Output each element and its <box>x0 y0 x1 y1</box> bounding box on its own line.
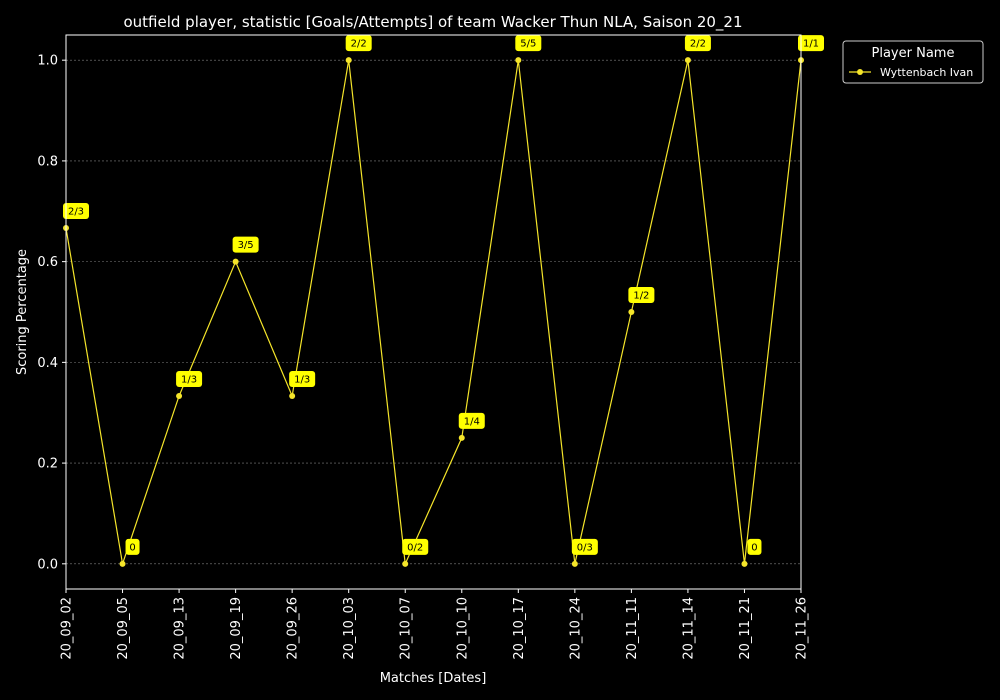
data-label-box <box>628 287 655 303</box>
x-tick-label: 20_09_13 <box>173 597 188 660</box>
x-tick-label: 20_09_19 <box>229 597 244 660</box>
data-point <box>741 560 748 567</box>
x-tick-label: 20_09_05 <box>116 597 131 660</box>
data-label: 0 <box>751 542 757 553</box>
data-label-box <box>125 538 140 555</box>
data-label-box <box>798 35 824 52</box>
data-label: 0/3 <box>577 542 593 553</box>
data-labels: 2/3 0 1/3 3/5 1/3 2/2 0/2 1/4 5/5 0/3 1/2 2/2 0 1/1 <box>63 35 824 555</box>
data-point <box>684 57 691 64</box>
y-tick-label: 0.4 <box>37 356 58 371</box>
data-label: 2/2 <box>690 39 706 50</box>
data-point <box>176 392 183 399</box>
x-tick-label: 20_10_07 <box>399 597 414 660</box>
x-tick-label: 20_11_11 <box>625 597 640 660</box>
y-tick-label: 0.8 <box>37 154 58 169</box>
legend-title: Player Name <box>872 46 955 61</box>
data-label: 1/3 <box>181 374 197 385</box>
data-label: 2/2 <box>351 39 367 50</box>
data-point <box>402 560 409 567</box>
data-label: 1/1 <box>803 39 819 50</box>
grid-lines <box>66 59 801 565</box>
data-label-box <box>458 412 485 429</box>
data-point <box>232 258 239 265</box>
data-point <box>289 392 296 399</box>
y-tick-label: 0.6 <box>37 255 58 270</box>
data-point <box>571 560 578 567</box>
x-tick-label: 20_09_26 <box>286 597 301 660</box>
data-label-box <box>63 203 89 220</box>
data-label-box <box>289 370 316 387</box>
data-point <box>345 57 352 64</box>
data-label-box <box>402 538 429 555</box>
legend-entry-label: Wyttenbach Ivan <box>880 66 973 79</box>
plot-area-frame <box>65 34 802 590</box>
data-label-box <box>232 236 259 253</box>
data-label: 1/4 <box>464 416 480 427</box>
x-axis-label: Matches [Dates] <box>380 671 487 686</box>
legend: Player Name Wyttenbach Ivan <box>842 40 984 84</box>
x-tick-label: 20_09_02 <box>60 597 75 660</box>
data-label: 0 <box>129 542 135 553</box>
data-label-box <box>176 370 203 387</box>
data-point <box>119 560 126 567</box>
x-tick-label: 20_11_14 <box>681 597 696 660</box>
data-label-box <box>747 538 762 555</box>
data-point <box>458 434 465 441</box>
data-label: 3/5 <box>238 240 254 251</box>
data-label: 2/3 <box>68 207 84 218</box>
x-tick-label: 20_10_03 <box>342 597 357 660</box>
x-axis: 20_09_02 20_09_05 20_09_13 20_09_19 20_09_26… <box>60 589 810 660</box>
y-tick-label: 1.0 <box>37 54 58 69</box>
series-line <box>65 60 802 567</box>
data-label-box <box>345 35 372 52</box>
y-tick-label: 0.0 <box>37 557 58 572</box>
y-tick-label: 0.2 <box>37 457 58 472</box>
chart-title: outfield player, statistic [Goals/Attemp… <box>123 13 742 32</box>
data-label: 5/5 <box>520 39 536 50</box>
legend-box <box>842 40 984 84</box>
x-tick-label: 20_10_24 <box>568 597 583 660</box>
data-label: 0/2 <box>407 542 423 553</box>
series-layer <box>63 57 804 567</box>
x-tick-label: 20_11_21 <box>738 597 753 660</box>
x-tick-label: 20_11_26 <box>795 597 810 660</box>
data-label-box <box>684 35 711 52</box>
data-point <box>628 309 635 315</box>
x-tick-label: 20_10_17 <box>512 597 527 660</box>
data-label: 1/3 <box>294 374 310 385</box>
data-point <box>515 57 522 64</box>
data-label-box <box>571 538 598 555</box>
data-label: 1/2 <box>633 291 649 302</box>
x-tick-label: 20_10_10 <box>455 597 470 660</box>
y-axis-label: Scoring Percentage <box>15 249 30 375</box>
legend-marker-swatch <box>857 69 863 75</box>
y-axis: 0.0 0.2 0.4 0.6 0.8 1.0 <box>37 54 66 572</box>
data-label-box <box>515 35 542 52</box>
